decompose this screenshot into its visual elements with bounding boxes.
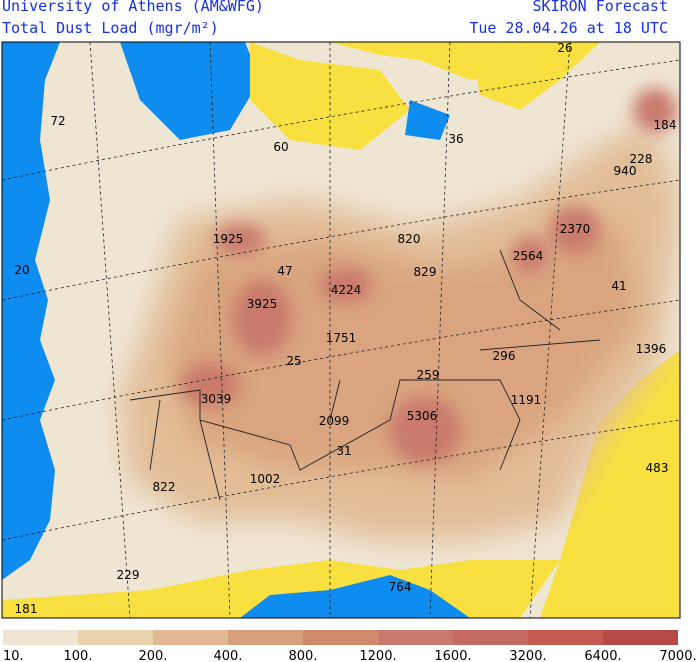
colorbar-label: 10.	[3, 649, 24, 662]
map-label: 2564	[513, 249, 544, 263]
colorbar-label: 100.	[64, 649, 93, 662]
map-field	[2, 42, 680, 618]
colorbar-swatch	[3, 630, 78, 645]
colorbar-label: 7000.	[659, 649, 696, 662]
colorbar-label: 400.	[214, 649, 243, 662]
map-label: 1002	[250, 472, 281, 486]
forecast-date: Tue 28.04.26 at 18 UTC	[469, 19, 668, 37]
map-label: 5306	[407, 409, 438, 423]
colorbar-label: 3200.	[509, 649, 546, 662]
map-label: 25	[286, 354, 301, 368]
map-label: 822	[153, 480, 176, 494]
map-label: 4224	[331, 283, 362, 297]
colorbar-label: 1200.	[359, 649, 396, 662]
map-label: 229	[117, 568, 140, 582]
map-label: 940	[614, 164, 637, 178]
map-label: 1396	[636, 342, 667, 356]
map-label: 296	[493, 349, 516, 363]
colorbar-swatch	[528, 630, 603, 645]
colorbar-label: 200.	[139, 649, 168, 662]
map-label: 1925	[213, 232, 244, 246]
product: Total Dust Load (mgr/m²)	[2, 19, 219, 37]
map-label: 26	[557, 41, 572, 55]
map-label: 829	[414, 265, 437, 279]
map-label: 2099	[319, 414, 350, 428]
map-label: 184	[654, 118, 677, 132]
map-label: 41	[611, 279, 626, 293]
colorbar-label: 1600.	[434, 649, 471, 662]
map-label: 2370	[560, 222, 591, 236]
colorbar-swatch	[153, 630, 228, 645]
map-label: 60	[273, 140, 288, 154]
map-label: 47	[277, 264, 292, 278]
colorbar-swatch	[378, 630, 453, 645]
map-label: 764	[389, 580, 412, 594]
map-label: 1191	[511, 393, 542, 407]
institution: University of Athens (AM&WFG)	[2, 0, 264, 15]
map-label: 228	[630, 152, 653, 166]
map-label: 31	[336, 444, 351, 458]
colorbar-label: 800.	[289, 649, 318, 662]
colorbar-swatch	[303, 630, 378, 645]
map-label: 20	[14, 263, 29, 277]
colorbar-swatch	[453, 630, 528, 645]
map-label: 181	[15, 602, 38, 616]
map-label: 259	[417, 368, 440, 382]
colorbar-label: 6400.	[584, 649, 621, 662]
map-label: 1751	[326, 331, 357, 345]
map-label: 3039	[201, 392, 232, 406]
colorbar-swatch	[228, 630, 303, 645]
map-label: 820	[398, 232, 421, 246]
colorbar-swatch	[603, 630, 678, 645]
map-label: 483	[646, 461, 669, 475]
model: SKIRON Forecast	[532, 0, 668, 15]
map-label: 72	[50, 114, 65, 128]
map-label: 3925	[247, 297, 278, 311]
map-label: 36	[448, 132, 463, 146]
colorbar-swatch	[78, 630, 153, 645]
